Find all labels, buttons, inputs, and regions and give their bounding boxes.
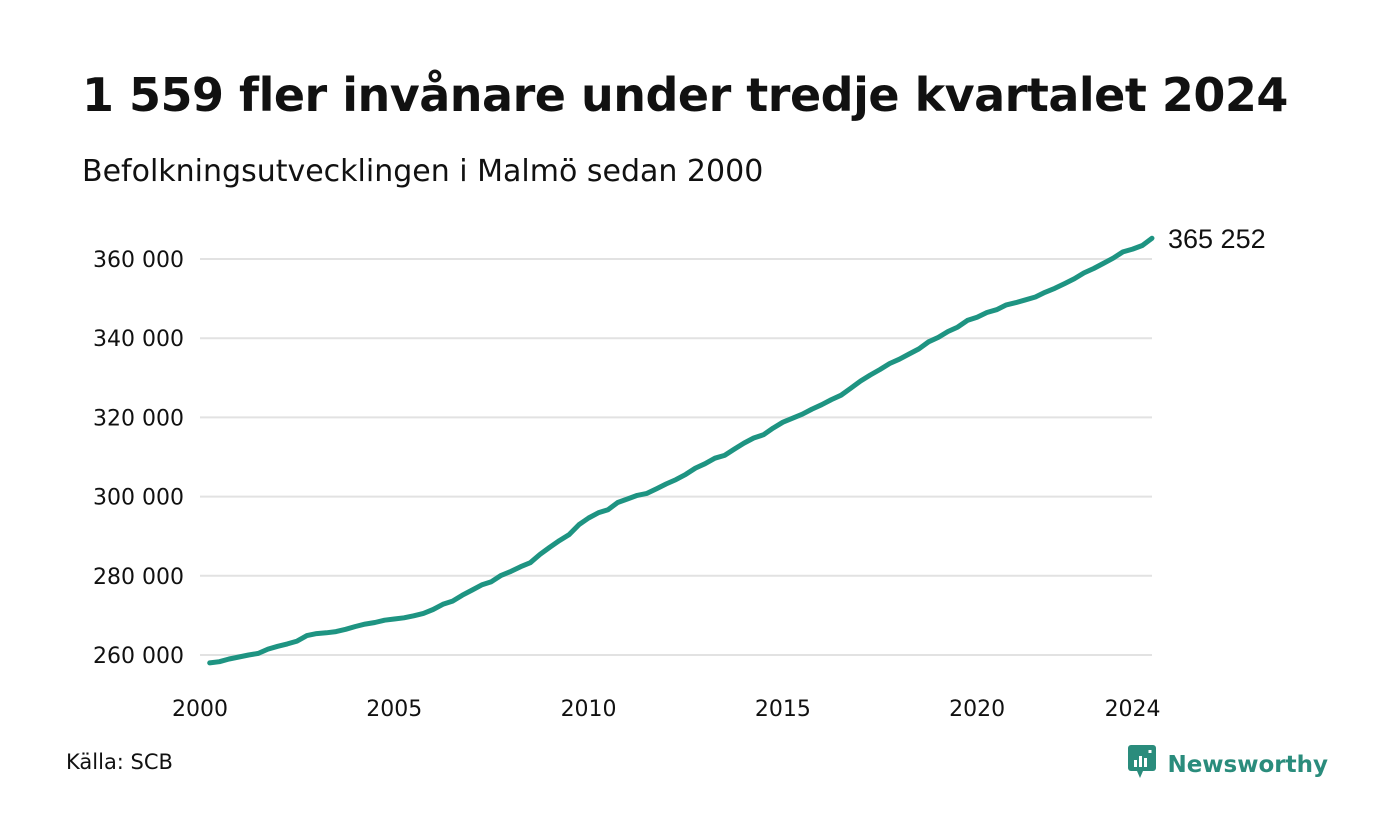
grid-lines (200, 258, 1152, 656)
y-tick-label: 360 000 (93, 248, 184, 273)
y-tick-label: 300 000 (93, 486, 184, 511)
x-tick-label: 2024 (1105, 697, 1161, 722)
y-tick-label: 260 000 (93, 644, 184, 669)
x-tick-label: 2005 (366, 697, 422, 722)
y-tick-label: 340 000 (93, 327, 184, 352)
x-tick-label: 2000 (172, 697, 228, 722)
series-layer (207, 235, 1155, 666)
end-value-label: 365 252 (1168, 224, 1266, 254)
x-tick-label: 2010 (561, 697, 617, 722)
population-line (207, 235, 1155, 666)
y-tick-label: 280 000 (93, 565, 184, 590)
line-chart: 260 000 280 000 300 000 320 000 340 000 360 0… (93, 224, 1266, 722)
x-axis-tick-labels: 2000 2005 2010 2015 2020 2024 (172, 697, 1161, 722)
x-tick-label: 2015 (755, 697, 811, 722)
y-axis-tick-labels: 260 000 280 000 300 000 320 000 340 000 360 0… (93, 248, 184, 669)
chart-subtitle: Befolkningsutvecklingen i Malmö sedan 20… (82, 154, 764, 189)
brand-name: Newsworthy (1167, 751, 1328, 778)
y-tick-label: 320 000 (93, 406, 184, 431)
chart-title: 1 559 fler invånare under tredje kvartal… (82, 68, 1288, 122)
x-tick-label: 2020 (949, 697, 1005, 722)
source-note: Källa: SCB (66, 750, 173, 774)
newsworthy-logo-icon (1127, 744, 1157, 785)
brand-logo[interactable]: Newsworthy (1127, 744, 1328, 785)
